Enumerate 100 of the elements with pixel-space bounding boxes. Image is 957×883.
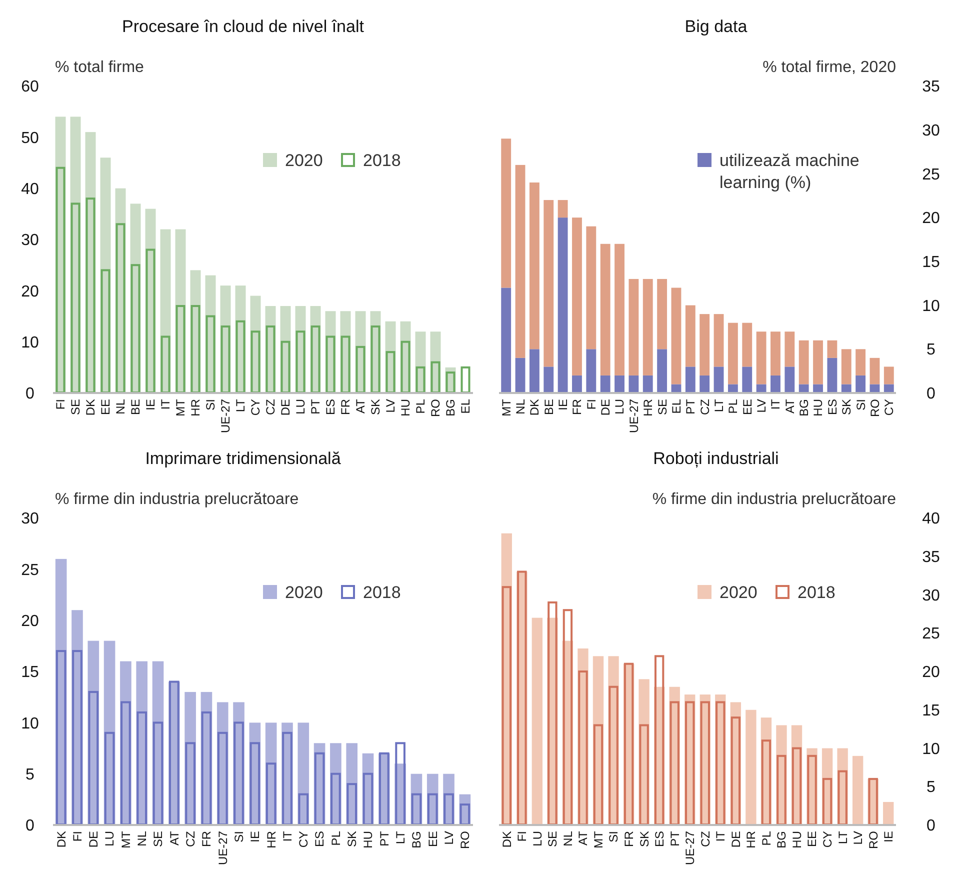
bar [593,724,604,826]
y2-tick-label: 35 [922,548,940,566]
y2-tick-label: 20 [922,210,940,228]
bar [72,650,82,826]
x-tick-label: LT [712,398,726,412]
x-tick-label: AT [782,398,797,414]
legend-label: 2020 [285,583,323,602]
bar [884,384,894,393]
x-tick-label: CZ [698,399,712,415]
x-tick-label: DE [86,831,101,848]
bar [460,366,470,394]
bar [578,670,588,826]
x-tick-label: PL [726,398,740,414]
legend-label: 2018 [363,583,401,602]
x-tick-label: UE-27 [218,398,233,434]
x-tick-label: ES [312,831,327,848]
y-tick-label: 30 [21,232,39,250]
bar [185,742,196,826]
bar [856,349,866,376]
x-tick-label: MT [591,830,606,848]
chart-title: Procesare în cloud de nivel înalt [122,17,364,36]
x-tick-label: NL [114,398,128,414]
bar [784,366,795,393]
x-tick-label: ES [324,399,338,416]
x-tick-label: LV [442,831,456,845]
bar [639,724,649,826]
x-tick-label: BG [797,399,812,416]
y2-tick-label: 10 [922,298,940,315]
bar [88,690,99,826]
x-tick-label: EE [426,831,440,848]
bar [326,336,336,394]
legend-label: utilizează machine learning (%) [720,151,860,192]
bar [446,372,456,394]
x-tick-label: BG [444,399,458,416]
bar [572,375,582,393]
x-tick-label: LV [384,399,398,413]
bar [501,288,512,393]
bar [798,384,809,393]
bar [86,198,96,394]
bar [784,332,795,367]
y2-tick-label: 25 [922,166,940,184]
bar [756,332,766,384]
bar [642,375,653,393]
bar [356,346,366,394]
bar [217,732,228,826]
y-tick-label: 0 [26,818,35,835]
bar [100,269,110,394]
bar [776,754,786,826]
y2-tick-label: 15 [922,254,940,272]
bar [400,340,410,394]
x-tick-label: SK [345,831,360,848]
x-tick-label: AT [354,398,368,414]
bar [792,747,802,826]
x-tick-label: LU [102,831,117,846]
bar [884,366,894,384]
bar [201,711,212,826]
bar [120,701,131,826]
x-tick-label: IT [280,830,294,842]
x-tick-label: SI [606,831,621,842]
bar [586,226,596,350]
x-tick-label: AT [576,830,590,846]
x-tick-label: DK [54,831,68,848]
bar [558,218,568,393]
bar [460,804,470,826]
bar [728,322,738,384]
x-tick-label: FI [515,831,530,842]
x-tick-label: PT [668,830,682,846]
bar [190,305,200,394]
bar [742,322,752,367]
bar [296,330,306,394]
x-tick-label: FR [622,830,636,847]
x-tick-label: BG [774,831,789,848]
x-tick-label: SE [546,831,560,848]
x-tick-label: UE-27 [626,398,641,434]
bar [395,742,406,826]
y2-tick-label: 0 [926,818,936,835]
legend-label: 2020 [720,583,758,602]
bar [280,340,290,394]
y-tick-label: 40 [21,180,39,198]
x-tick-label: HR [188,398,203,416]
x-tick-label: CZ [184,831,198,847]
x-tick-label: ES [652,831,667,848]
x-tick-label: PL [328,830,343,846]
bar [266,762,276,826]
x-tick-label: HU [790,831,804,848]
bar [700,314,710,376]
legend-label: 2020 [285,151,323,170]
x-tick-label: FI [70,831,84,842]
bar [104,732,115,826]
bar [770,375,780,393]
x-tick-label: NL [560,830,575,846]
x-tick-label: FR [338,398,353,415]
x-tick-label: SI [204,399,218,410]
x-tick-label: BE [542,399,556,416]
bar [250,330,260,394]
bar [330,772,341,826]
x-tick-label: EE [740,399,754,416]
bar [532,618,543,825]
x-tick-label: IE [556,399,570,410]
x-tick-label: HR [264,830,278,848]
